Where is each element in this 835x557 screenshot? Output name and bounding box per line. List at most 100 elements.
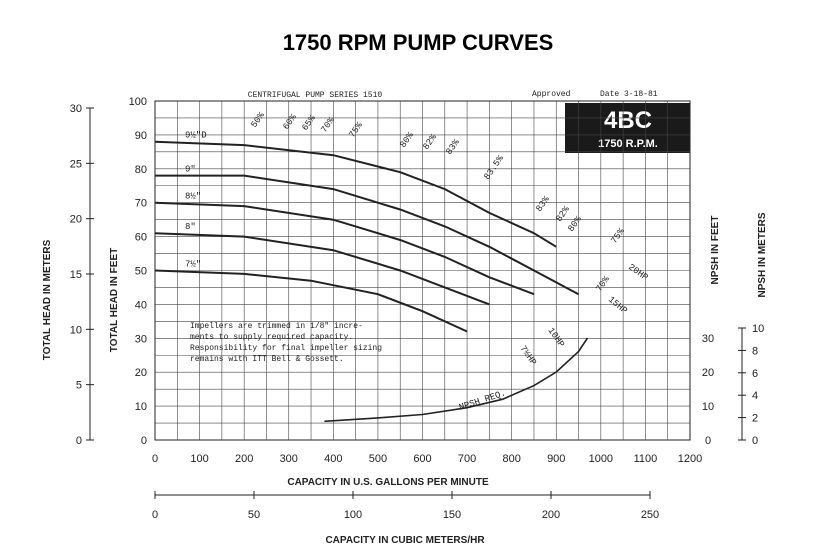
x2-tick-label: 150 [443,509,461,521]
impeller-curve [154,201,535,296]
x2-tick-label: 50 [248,509,260,521]
y-meters-tick-label: 10 [70,324,82,336]
y-meters-tick-label: 25 [70,158,82,170]
efficiency-label: 83.5% [482,153,506,181]
x-tick-label: 900 [547,453,565,465]
note-line-4: remains with ITT Bell & Gossett. [190,355,344,364]
efficiency-label: 50% [249,110,267,129]
npsh-feet-tick-label: 0 [705,435,711,447]
impeller-curve-label: 8½" [185,192,201,202]
y-meters-tick-label: 5 [76,380,82,392]
x-tick-label: 600 [413,453,431,465]
y-meters-tick-label: 15 [70,269,82,281]
y-tick-label: 30 [135,333,147,345]
x2-tick-label: 250 [641,509,659,521]
npsh-feet-tick-label: 20 [702,367,714,379]
date-label: Date 3-18-81 [600,90,658,99]
y-tick-label: 50 [135,266,147,278]
y-meters-axis-ticks: 0 5 10 15 20 25 30 [70,103,94,447]
x-tick-label: 700 [458,453,476,465]
efficiency-label: 75% [609,226,627,245]
y-meters-tick-label: 20 [70,214,82,226]
x-tick-label: 1200 [678,453,702,465]
npsh-feet-tick-label: 10 [702,401,714,413]
note-line-1: Impellers are trimmed in 1/8" incre- [190,322,363,331]
npsh-meters-tick-label: 8 [752,345,758,357]
y-meters-tick-label: 0 [76,435,82,447]
efficiency-label: 83% [444,137,462,156]
horsepower-label: 20HP [626,262,649,283]
efficiency-label: 70% [594,274,612,293]
x2-tick-label: 100 [344,509,362,521]
x-tick-label: 1000 [589,453,613,465]
note-line-3: Responsibility for final impeller sizing [190,344,382,353]
npsh-meters-label: NPSH IN METERS [757,212,768,297]
npsh-meters-tick-label: 6 [752,368,758,380]
y-tick-label: 80 [135,164,147,176]
impeller-curve-label: 9" [185,165,196,175]
approval-label: Approved [532,90,571,99]
x-tick-label: 400 [324,453,342,465]
x-tick-label: 500 [369,453,387,465]
x2-tick-label: 0 [152,509,158,521]
horsepower-label: 15HP [606,295,629,317]
npsh-feet-tick-label: 30 [702,333,714,345]
npsh-meters-tick-label: 10 [752,323,764,335]
x-axis-ticks: 0 100 200 300 400 500 600 700 800 900 1000 1100 1200 [152,453,702,465]
y-meters-tick-label: 30 [70,103,82,115]
impeller-curve [154,232,490,306]
horsepower-label: 7½HP [518,344,539,367]
model-badge [565,103,690,153]
impeller-curve [154,269,468,333]
model-label: 4BC [604,107,652,134]
chart-title: 1750 RPM PUMP CURVES [283,30,554,55]
impeller-note: Impellers are trimmed in 1/8" incre- men… [190,322,382,364]
efficiency-label: 83% [534,194,552,213]
impeller-curve-label: 7½" [185,260,201,270]
efficiency-labels: 50% 60% 65% 70% 75%80% 82% 83%83.5%83%82%80%75… [249,110,627,293]
y-tick-label: 0 [141,435,147,447]
impeller-curve-label: 9½"D [185,131,207,141]
y-axis-ticks: 0 10 20 30 40 50 60 70 80 90 100 [129,96,147,447]
speed-label: 1750 R.P.M. [598,138,658,150]
y-tick-label: 90 [135,130,147,142]
npsh-meters-tick-label: 4 [752,390,758,402]
npsh-meters-tick-label: 0 [752,435,758,447]
npsh-axis-ticks: 0 10 20 30 0 2 4 6 8 10 [702,323,764,447]
horsepower-label: 10HP [546,326,567,349]
y-tick-label: 10 [135,401,147,413]
y-tick-label: 20 [135,367,147,379]
y-tick-label: 70 [135,198,147,210]
x2-axis-label: CAPACITY IN CUBIC METERS/HR [325,535,485,546]
x-tick-label: 100 [190,453,208,465]
x2-axis-ticks: 0 50 100 150 200 250 [152,491,659,521]
note-line-2: ments to supply required capacity. [190,333,353,342]
efficiency-label: 80% [398,130,416,149]
grid-lines [155,101,690,440]
npsh-feet-label: NPSH IN FEET [710,216,721,285]
x-axis-label: CAPACITY IN U.S. GALLONS PER MINUTE [287,477,489,488]
x2-tick-label: 200 [542,509,560,521]
efficiency-label: 60% [281,112,299,131]
y-meters-axis-label: TOTAL HEAD IN METERS [42,239,53,360]
impeller-curve-label: 8" [185,222,196,232]
x-tick-label: 1100 [634,453,658,465]
y-tick-label: 100 [129,96,147,108]
x-tick-label: 800 [502,453,520,465]
npsh-curve [324,337,589,423]
y-axis-label: TOTAL HEAD IN FEET [109,248,120,352]
plot-area: 9½"D9"8½"8"7½" 50% 60% 65% 70% 75%80% 82% 83%8… [154,100,691,441]
impeller-curve [154,140,557,248]
npsh-meters-tick-label: 2 [752,413,758,425]
horsepower-labels: 7½HP 10HP 15HP 20HP [518,262,650,367]
efficiency-label: 75% [347,120,365,139]
efficiency-label: 82% [554,204,572,223]
chart-subtitle: CENTRIFUGAL PUMP SERIES 1510 [248,91,383,100]
efficiency-label: 65% [300,113,318,132]
x-tick-label: 200 [235,453,253,465]
efficiency-label: 80% [566,214,584,233]
impeller-curves: 9½"D 9" 8½" 8" 7½" [154,131,579,333]
y-tick-label: 40 [135,299,147,311]
